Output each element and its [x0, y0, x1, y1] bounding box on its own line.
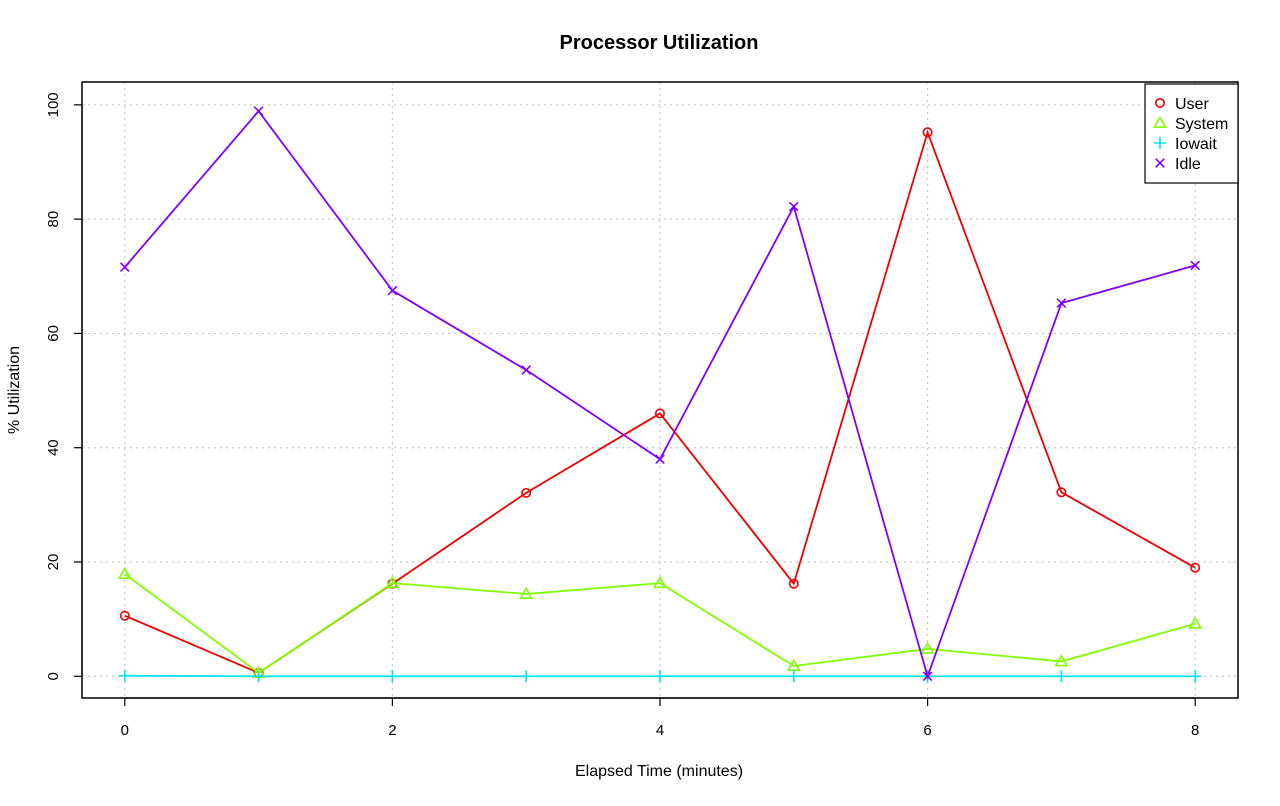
point-idle [1056, 298, 1067, 309]
y-tick-label: 60 [45, 325, 62, 342]
series-line-idle [124, 109, 1196, 680]
point-user [788, 578, 799, 589]
point-idle [788, 201, 799, 212]
x-tick-label: 6 [923, 722, 931, 739]
legend-item-user: User [1155, 96, 1209, 113]
x-tick-label: 8 [1191, 722, 1199, 739]
point-user [654, 408, 665, 419]
legend-marker-system [1153, 115, 1167, 128]
x-tick-label: 4 [656, 722, 664, 739]
series-line-system [124, 573, 1196, 674]
x-tick-label: 2 [388, 722, 396, 739]
point-iowait [1055, 670, 1068, 683]
legend-item-iowait: Iowait [1154, 136, 1217, 153]
x-axis-label: Elapsed Time (minutes) [575, 763, 743, 780]
series-iowait [118, 669, 1202, 683]
legend-marker-idle [1155, 158, 1165, 168]
legend-label-idle: Idle [1175, 156, 1201, 173]
y-tick-label: 100 [45, 92, 62, 117]
point-iowait [1189, 670, 1202, 683]
legend-box [1144, 83, 1239, 184]
legend-label-system: System [1175, 116, 1228, 133]
point-idle [253, 106, 264, 117]
point-user [119, 610, 130, 621]
series-idle [119, 106, 1201, 682]
legend-label-user: User [1175, 96, 1209, 113]
chart-title: Processor Utilization [560, 32, 759, 54]
point-iowait [386, 670, 399, 683]
point-idle [387, 285, 398, 296]
point-idle [119, 262, 130, 273]
point-system [1188, 616, 1203, 629]
point-system [117, 566, 132, 580]
y-tick-label: 40 [45, 439, 62, 456]
point-iowait [118, 669, 131, 682]
series-layer [117, 106, 1203, 683]
point-system [786, 658, 801, 672]
legend: User System Iowait Idle [1144, 83, 1239, 184]
point-user [1056, 487, 1067, 498]
point-iowait [654, 670, 666, 683]
point-idle [1190, 260, 1201, 271]
point-system [920, 641, 935, 654]
legend-marker-user [1155, 98, 1166, 109]
y-axis-label: % Utilization [6, 346, 23, 434]
point-idle [521, 365, 532, 375]
point-iowait [252, 670, 265, 683]
series-user [119, 127, 1201, 678]
x-axis: 0 2 4 6 8 [121, 697, 1199, 739]
y-tick-label: 20 [45, 554, 62, 571]
point-user [1190, 562, 1201, 573]
point-system [1054, 654, 1069, 667]
grid [82, 82, 1238, 698]
point-idle [655, 454, 665, 465]
legend-marker-iowait [1154, 137, 1166, 149]
point-system [385, 575, 400, 589]
point-system [519, 586, 534, 600]
y-tick-label: 80 [45, 211, 62, 228]
point-iowait [787, 670, 800, 683]
point-iowait [520, 670, 533, 683]
point-system [653, 575, 667, 589]
x-tick-label: 0 [121, 722, 129, 739]
point-idle [922, 671, 933, 682]
legend-label-iowait: Iowait [1175, 136, 1217, 153]
y-tick-label: 0 [45, 672, 62, 680]
legend-item-idle: Idle [1155, 156, 1201, 173]
y-axis: 0 20 40 60 80 100 [45, 92, 83, 680]
legend-item-system: System [1153, 115, 1228, 133]
point-user [521, 487, 532, 498]
series-line-user [124, 129, 1196, 674]
point-user [922, 127, 933, 138]
